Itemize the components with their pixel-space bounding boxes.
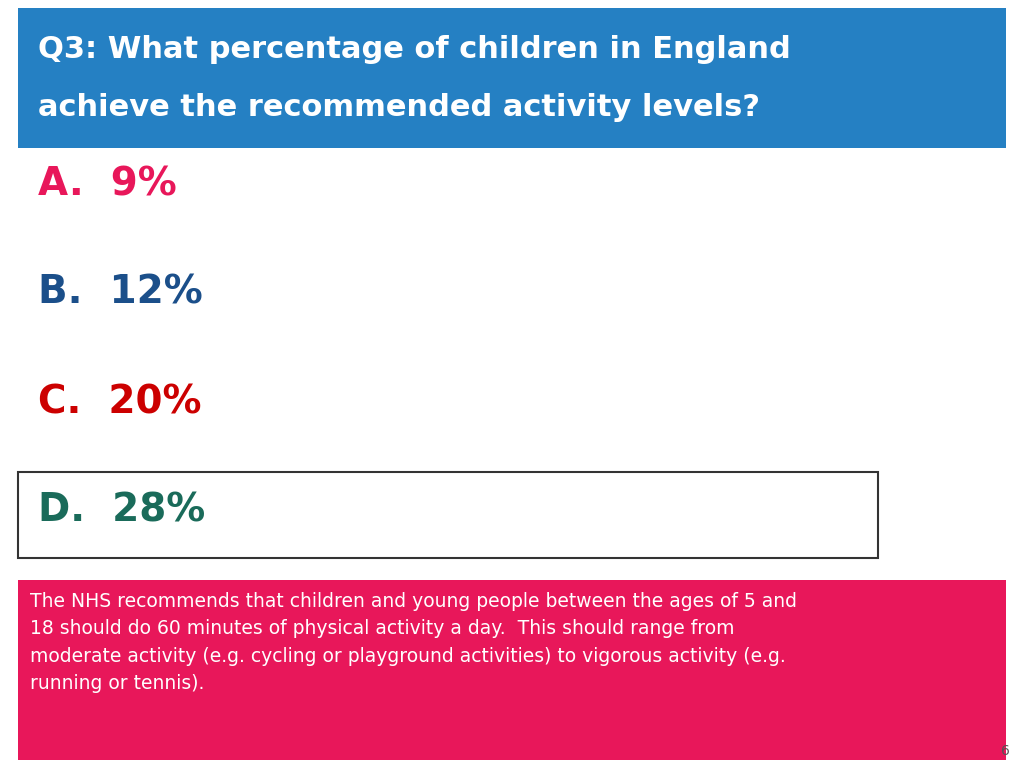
Text: Q3: What percentage of children in England: Q3: What percentage of children in Engla…: [38, 35, 791, 65]
Text: The NHS recommends that children and young people between the ages of 5 and
18 s: The NHS recommends that children and you…: [30, 592, 797, 693]
Text: achieve the recommended activity levels?: achieve the recommended activity levels?: [38, 94, 760, 123]
Text: D.  28%: D. 28%: [38, 491, 205, 529]
Text: C.  20%: C. 20%: [38, 384, 202, 422]
Polygon shape: [18, 580, 1006, 760]
Text: 6: 6: [1001, 744, 1010, 758]
Text: A.  9%: A. 9%: [38, 166, 177, 204]
Text: B.  12%: B. 12%: [38, 274, 203, 312]
Polygon shape: [18, 472, 878, 558]
Polygon shape: [18, 8, 1006, 148]
